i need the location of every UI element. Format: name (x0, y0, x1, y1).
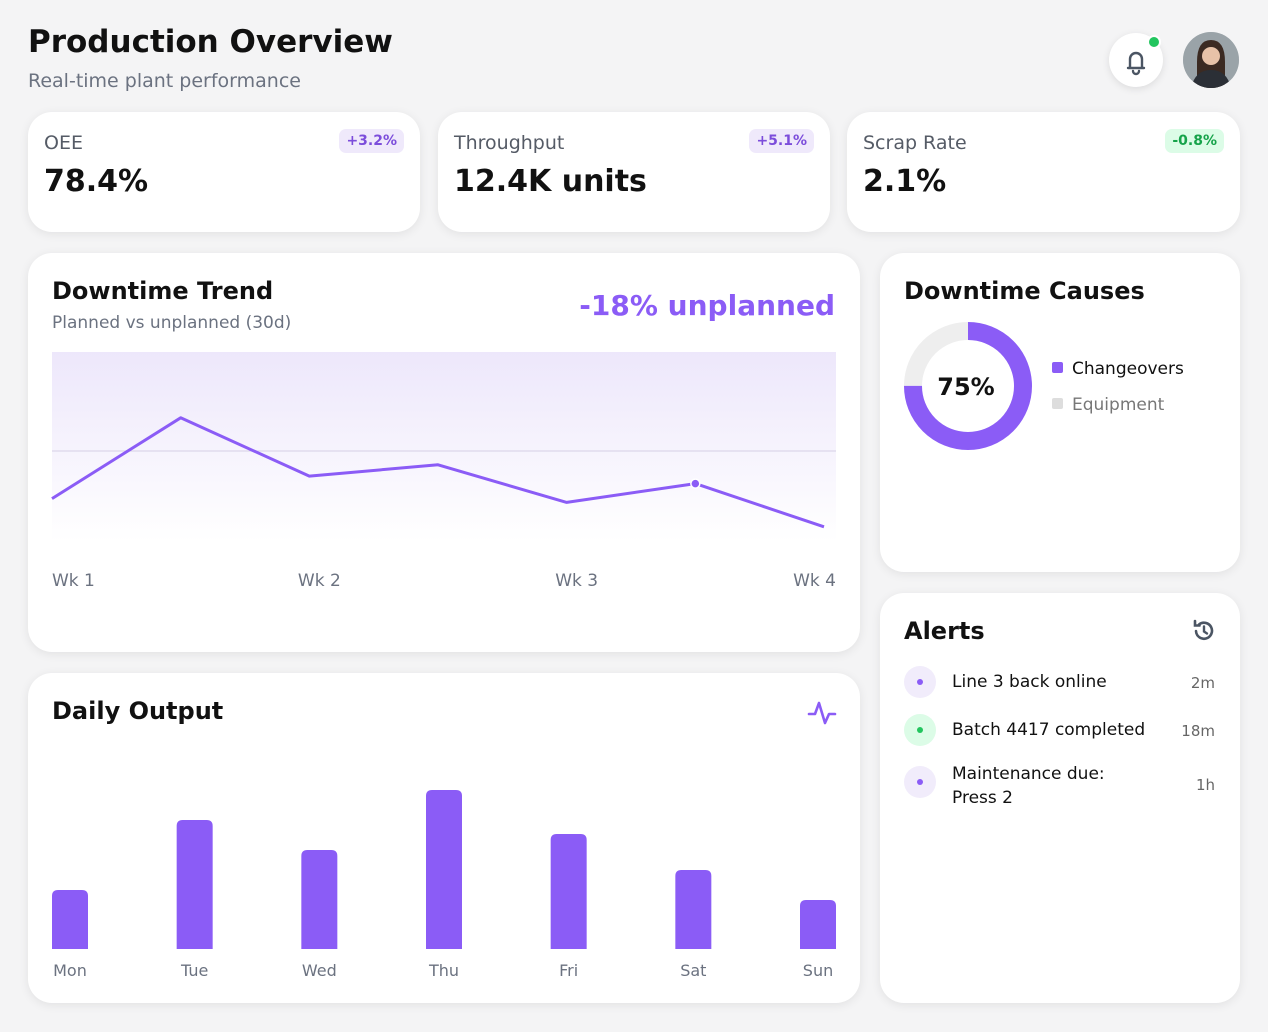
alert-time: 18m (1181, 722, 1215, 740)
legend-label: Equipment (1072, 395, 1165, 415)
bar (52, 890, 88, 949)
kpi-card: Throughput 12.4K units +5.1% (438, 112, 830, 232)
user-avatar[interactable] (1183, 32, 1239, 88)
downtime-causes-card (880, 253, 1240, 572)
trend-annotation: -18% unplanned (579, 289, 835, 322)
x-tick-label: Sun (803, 961, 833, 980)
x-tick-label: Wk 1 (52, 571, 95, 591)
highlight-point (690, 478, 701, 489)
kpi-label: OEE (44, 132, 83, 154)
legend-label: Changeovers (1072, 359, 1184, 379)
alert-text: Line 3 back online (952, 672, 1107, 692)
card-title: Downtime Trend (52, 277, 274, 305)
x-tick-label: Thu (428, 961, 459, 980)
bar (800, 900, 836, 949)
alert-dot (904, 714, 936, 746)
notifications-button[interactable] (1109, 33, 1163, 87)
x-tick-label: Fri (559, 961, 578, 980)
x-tick-label: Tue (180, 961, 208, 980)
legend-swatch (1052, 398, 1063, 409)
x-tick-label: Wk 4 (793, 571, 836, 591)
alerts-card (880, 593, 1240, 1003)
bar (176, 820, 213, 949)
bell-icon (1126, 35, 1161, 76)
plot-background (52, 352, 836, 542)
alert-text: Batch 4417 completed (952, 720, 1146, 740)
x-tick-label: Sat (680, 961, 706, 980)
activity-icon (807, 701, 837, 725)
card-subtitle: Planned vs unplanned (30d) (52, 313, 292, 333)
x-tick-label: Wk 2 (298, 571, 341, 591)
kpi-change: +3.2% (339, 129, 404, 153)
alert-dot (904, 666, 936, 698)
kpi-value: 2.1% (863, 164, 947, 199)
page-subtitle: Real-time plant performance (28, 70, 301, 92)
kpi-value: 12.4K units (454, 164, 647, 199)
alert-time: 2m (1190, 674, 1215, 692)
x-tick-label: Mon (53, 961, 87, 980)
card-title: Daily Output (52, 697, 224, 725)
kpi-value: 78.4% (44, 164, 149, 199)
avatar-image (1183, 32, 1239, 88)
bar (675, 870, 712, 949)
kpi-card: OEE 78.4% +3.2% (28, 112, 420, 232)
kpi-label: Throughput (454, 132, 565, 154)
alert-time: 1h (1195, 776, 1215, 794)
legend-swatch (1052, 362, 1063, 373)
kpi-card: Scrap Rate 2.1% -0.8% (847, 112, 1240, 232)
kpi-label: Scrap Rate (863, 132, 967, 154)
alert-dot (904, 766, 936, 798)
donut-segment (904, 322, 1032, 450)
x-tick-label: Wed (302, 961, 337, 980)
card-title: Downtime Causes (904, 277, 1145, 305)
alert-text: Maintenance due: Press 2 (952, 764, 1105, 808)
bar (550, 834, 587, 949)
bar (301, 850, 338, 949)
page-title: Production Overview (28, 24, 393, 60)
history-button[interactable] (1190, 617, 1218, 645)
kpi-change: +5.1% (749, 129, 814, 153)
x-tick-label: Wk 3 (555, 571, 598, 591)
kpi-change: -0.8% (1165, 129, 1224, 153)
bar (426, 790, 462, 949)
donut-center-label: 75% (937, 373, 994, 401)
card-title: Alerts (904, 617, 985, 645)
